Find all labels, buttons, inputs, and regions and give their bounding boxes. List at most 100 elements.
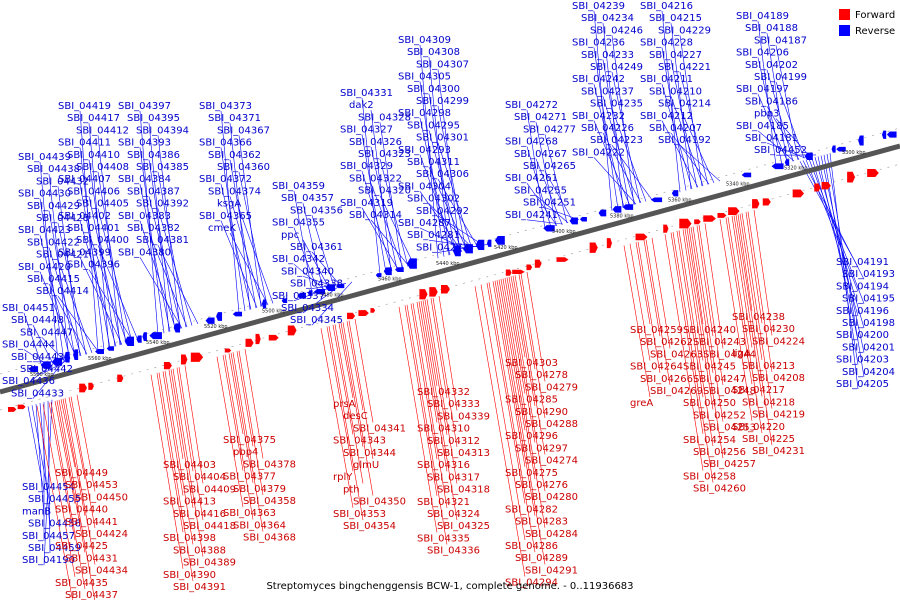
reverse-gene-label: SBI_04190 [22,555,75,566]
reverse-gene-label: SBI_04405 [76,199,129,210]
forward-gene [728,207,740,215]
reverse-gene-label: SBI_04292 [416,206,469,217]
reverse-gene-label: SBI_04207 [649,123,702,134]
reverse-label-line [757,20,777,166]
forward-label-line [320,328,354,508]
reverse-label-line [526,219,564,225]
scale-tick-label: 5340 kbp [726,182,750,188]
forward-label-line [76,394,96,492]
reverse-label-line [238,208,274,304]
forward-gene-label: SBI_04231 [752,446,805,457]
forward-gene-label: SBI_04409 [183,484,236,495]
forward-label-line [172,368,204,557]
forward-label-line [228,353,244,435]
forward-gene-label: SBI_04286 [505,541,558,552]
reverse-gene-label: SBI_04399 [58,247,111,258]
forward-label-line [54,400,76,504]
reverse-gene-label: SBI_04237 [581,86,634,97]
forward-gene-label: SBI_04389 [183,558,236,569]
reverse-label-line [775,118,811,157]
reverse-label-line [139,110,159,335]
forward-label-line [438,295,458,411]
forward-gene [589,242,598,253]
forward-gene-label: SBI_04213 [742,361,795,372]
scale-tick-label: 5400 kbp [552,229,576,235]
forward-gene-label: SBI_04285 [505,395,558,406]
reverse-gene-label: SBI_04191 [836,257,889,268]
forward-gene [867,168,879,177]
forward-gene-label: SBI_04288 [525,419,578,430]
forward-gene [287,325,297,336]
reverse-gene [784,159,790,166]
reverse-gene-label: SBI_04367 [217,125,270,136]
forward-gene-label: SBI_04247 [693,374,746,385]
reverse-gene-label: SBI_04447 [20,327,73,338]
forward-track-guide [0,163,900,411]
reverse-gene [394,267,404,273]
reverse-gene-label: SBI_04442 [20,364,73,375]
reverse-gene-label: SBI_04251 [523,198,576,209]
forward-gene [180,354,188,365]
forward-label-line [492,281,526,467]
forward-gene-label: SBI_04250 [683,398,736,409]
forward-gene-label: SBI_04245 [683,362,736,373]
forward-gene-label: SBI_04317 [427,472,480,483]
reverse-gene-label: SBI_04195 [842,294,895,305]
reverse-label-line [97,245,139,341]
reverse-gene-label: SBI_04255 [514,185,567,196]
reverse-label-line [611,35,635,205]
reverse-gene-label: SBI_04384 [118,174,171,185]
reverse-gene-label: SBI_04272 [505,100,558,111]
forward-gene-label: SBI_04269 [650,386,703,397]
forward-label-line [58,399,96,600]
reverse-label-line [370,146,398,270]
reverse-label-line [97,171,127,344]
reverse-gene-label: SBI_04201 [842,342,895,353]
reverse-gene-label: SBI_04232 [572,111,625,122]
forward-gene [370,308,376,313]
forward-gene-label: SBI_04217 [732,385,785,396]
reverse-label-line [148,123,170,332]
reverse-gene-label: SBI_04360 [217,162,270,173]
forward-gene-label: SBI_04321 [417,497,470,508]
reverse-gene [452,245,461,257]
forward-gene [441,285,450,294]
forward-label-line [676,230,704,398]
reverse-gene-label: SBI_04242 [572,74,625,85]
reverse-label-line [602,132,642,203]
forward-gene-label: SBI_04449 [55,468,108,479]
reverse-gene-label: SBI_04356 [290,205,343,216]
forward-label-line [176,367,194,472]
reverse-gene [73,349,79,361]
forward-gene-label: SBI_04425 [55,541,108,552]
forward-gene-label: SBI_04403 [163,460,216,471]
scale-tick-label: 5520 kbp [204,324,228,330]
forward-label-line [232,352,264,532]
forward-label-line [216,356,244,508]
reverse-label-line [757,130,795,162]
forward-label-line [178,367,204,521]
reverse-label-line [39,403,51,529]
reverse-gene [612,206,622,213]
forward-gene [635,233,648,241]
reverse-label-line [238,171,268,306]
reverse-label-line [661,120,699,188]
forward-label-line [664,234,704,471]
forward-gene-label: SBI_04224 [752,336,805,347]
reverse-label-line [220,184,252,310]
reverse-gene [205,317,215,324]
reverse-gene-label: SBI_04338 [290,279,343,290]
reverse-gene-label: SBI_04196 [836,306,889,317]
reverse-gene-label: SBI_04410 [67,150,120,161]
reverse-label-line [661,47,687,191]
reverse-gene-label: SBI_04438 [27,164,80,175]
reverse-gene-label: SBI_04362 [208,150,261,161]
reverse-gene-label: SBI_04212 [640,111,693,122]
genome-axis [0,143,900,395]
forward-label-line [506,277,536,443]
forward-gene-label: desC [343,411,368,422]
reverse-gene-label: SBI_04457 [22,531,75,542]
forward-label-line [692,226,724,422]
scale-tick-label: 5500 kbp [262,308,286,314]
reverse-gene-label: SBI_04408 [76,162,129,173]
